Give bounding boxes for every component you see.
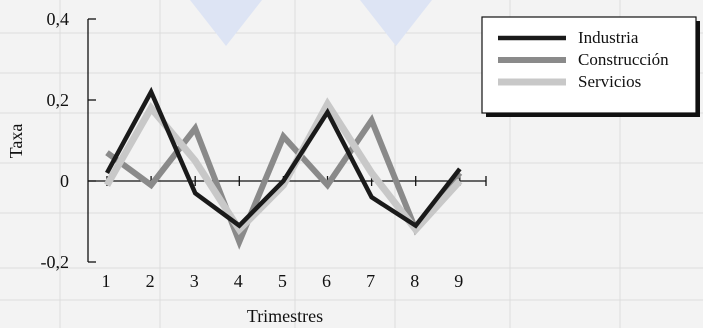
x-tick-label: 5 xyxy=(278,271,287,291)
series-line-0 xyxy=(105,86,462,229)
series-line-1 xyxy=(105,113,463,250)
legend-box xyxy=(481,16,697,114)
legend-label-2: Servicios xyxy=(578,72,641,91)
x-tick-label: 9 xyxy=(454,271,463,291)
legend-label-1: Construcción xyxy=(578,50,669,69)
x-tick-label: 7 xyxy=(366,271,375,291)
x-tick-label: 4 xyxy=(234,271,243,291)
x-tick-label: 3 xyxy=(190,271,199,291)
x-tick-label: 6 xyxy=(322,271,331,291)
y-axis-title: Taxa xyxy=(6,124,26,159)
axis-labels: Taxa Trimestres xyxy=(6,124,323,326)
series-lines xyxy=(103,86,463,250)
y-tick-label: 0,4 xyxy=(47,9,70,29)
x-axis-title: Trimestres xyxy=(247,306,323,326)
x-tick-label: 2 xyxy=(146,271,155,291)
y-tick-label: 0 xyxy=(60,171,69,191)
legend-label-0: Industria xyxy=(578,28,639,47)
axes: -0,2 0 0,2 0,4 1 2 3 4 5 6 7 8 9 xyxy=(41,9,487,291)
legend: Industria Construcción Servicios xyxy=(481,16,700,117)
y-tick-label: 0,2 xyxy=(47,90,70,110)
y-tick-label: -0,2 xyxy=(41,252,70,272)
x-tick-label: 1 xyxy=(102,271,111,291)
x-tick-label: 8 xyxy=(410,271,419,291)
